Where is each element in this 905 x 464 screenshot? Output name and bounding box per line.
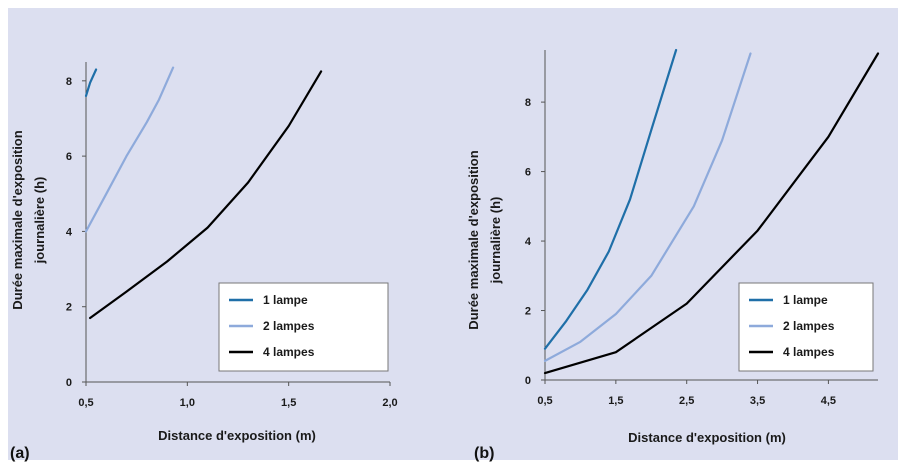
y-axis-title: Durée maximale d'exposition journalière (… bbox=[466, 150, 503, 329]
chart-panel-a: 0 2 4 6 8 0,5 1,0 1,5 2,0 Distance d'exposition (… bbox=[10, 62, 398, 462]
x-tick-label: 3,5 bbox=[750, 395, 765, 407]
y-tick-label: 6 bbox=[66, 151, 72, 163]
y-axis-title-line: journalière (h) bbox=[32, 177, 47, 265]
y-axis-title-line: Durée maximale d'exposition bbox=[466, 150, 481, 329]
y-tick-label: 2 bbox=[66, 302, 72, 314]
x-tick-label: 1,5 bbox=[608, 395, 623, 407]
y-axis-title-line: Durée maximale d'exposition bbox=[10, 130, 25, 309]
y-tick-label: 0 bbox=[66, 377, 72, 389]
figure-background bbox=[8, 8, 898, 460]
series-line-3 bbox=[88, 70, 323, 320]
legend-label: 1 lampe bbox=[783, 293, 828, 307]
x-tick-label: 2,5 bbox=[679, 395, 694, 407]
chart-panel-b: 0 2 4 6 8 0,5 1,5 2,5 3,5 4,5 Distance d'expositio… bbox=[466, 48, 880, 462]
y-axis-title: Durée maximale d'exposition journalière (… bbox=[10, 130, 47, 309]
series-line-1 bbox=[84, 68, 98, 98]
x-tick-label: 4,5 bbox=[821, 395, 836, 407]
y-tick-label: 4 bbox=[525, 236, 532, 248]
legend-label: 4 lampes bbox=[263, 345, 315, 359]
legend: 1 lampe 2 lampes 4 lampes bbox=[218, 282, 389, 372]
x-tick-label: 0,5 bbox=[537, 395, 552, 407]
x-axis-title: Distance d'exposition (m) bbox=[628, 430, 786, 445]
series-line-1 bbox=[543, 48, 678, 350]
legend-label: 2 lampes bbox=[263, 319, 315, 333]
legend: 1 lampe 2 lampes 4 lampes bbox=[738, 282, 874, 372]
x-axis-title: Distance d'exposition (m) bbox=[158, 428, 316, 443]
y-tick-label: 8 bbox=[66, 76, 72, 88]
panel-label: (a) bbox=[10, 445, 30, 462]
y-tick-label: 8 bbox=[525, 97, 531, 109]
y-tick-label: 6 bbox=[525, 167, 531, 179]
y-tick-label: 2 bbox=[525, 306, 531, 318]
series-line-2 bbox=[543, 52, 752, 362]
x-tick-label: 1,5 bbox=[281, 397, 296, 409]
y-tick-label: 4 bbox=[66, 226, 73, 238]
legend-label: 1 lampe bbox=[263, 293, 308, 307]
x-tick-label: 2,0 bbox=[382, 397, 397, 409]
legend-label: 4 lampes bbox=[783, 345, 835, 359]
x-tick-label: 0,5 bbox=[78, 397, 93, 409]
panel-label: (b) bbox=[474, 445, 494, 462]
x-tick-label: 1,0 bbox=[180, 397, 195, 409]
series-line-3 bbox=[543, 52, 880, 375]
y-axis-title-line: journalière (h) bbox=[488, 197, 503, 285]
series-line-2 bbox=[84, 66, 175, 233]
legend-label: 2 lampes bbox=[783, 319, 835, 333]
y-tick-label: 0 bbox=[525, 375, 531, 387]
